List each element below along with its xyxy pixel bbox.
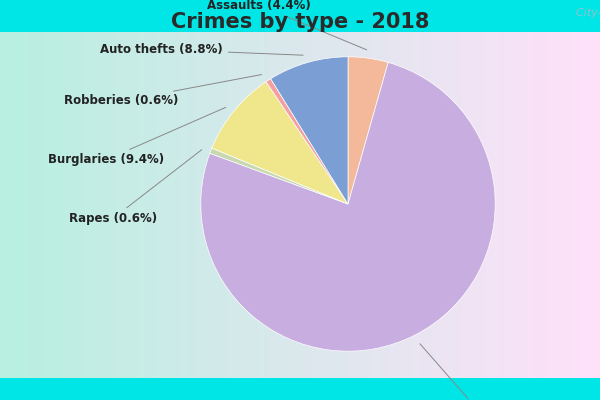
Text: Thefts (76.2%): Thefts (76.2%): [420, 344, 527, 400]
Wedge shape: [271, 57, 348, 204]
Wedge shape: [348, 57, 388, 204]
Wedge shape: [201, 62, 495, 351]
Wedge shape: [210, 148, 348, 204]
Text: City-Data.com: City-Data.com: [569, 8, 600, 18]
Wedge shape: [266, 79, 348, 204]
Wedge shape: [212, 82, 348, 204]
Text: Crimes by type - 2018: Crimes by type - 2018: [171, 12, 429, 32]
Text: Assaults (4.4%): Assaults (4.4%): [208, 0, 367, 50]
Text: Auto thefts (8.8%): Auto thefts (8.8%): [100, 43, 303, 56]
Text: Rapes (0.6%): Rapes (0.6%): [68, 150, 202, 225]
Text: Robberies (0.6%): Robberies (0.6%): [64, 74, 262, 108]
Text: Burglaries (9.4%): Burglaries (9.4%): [48, 107, 226, 166]
